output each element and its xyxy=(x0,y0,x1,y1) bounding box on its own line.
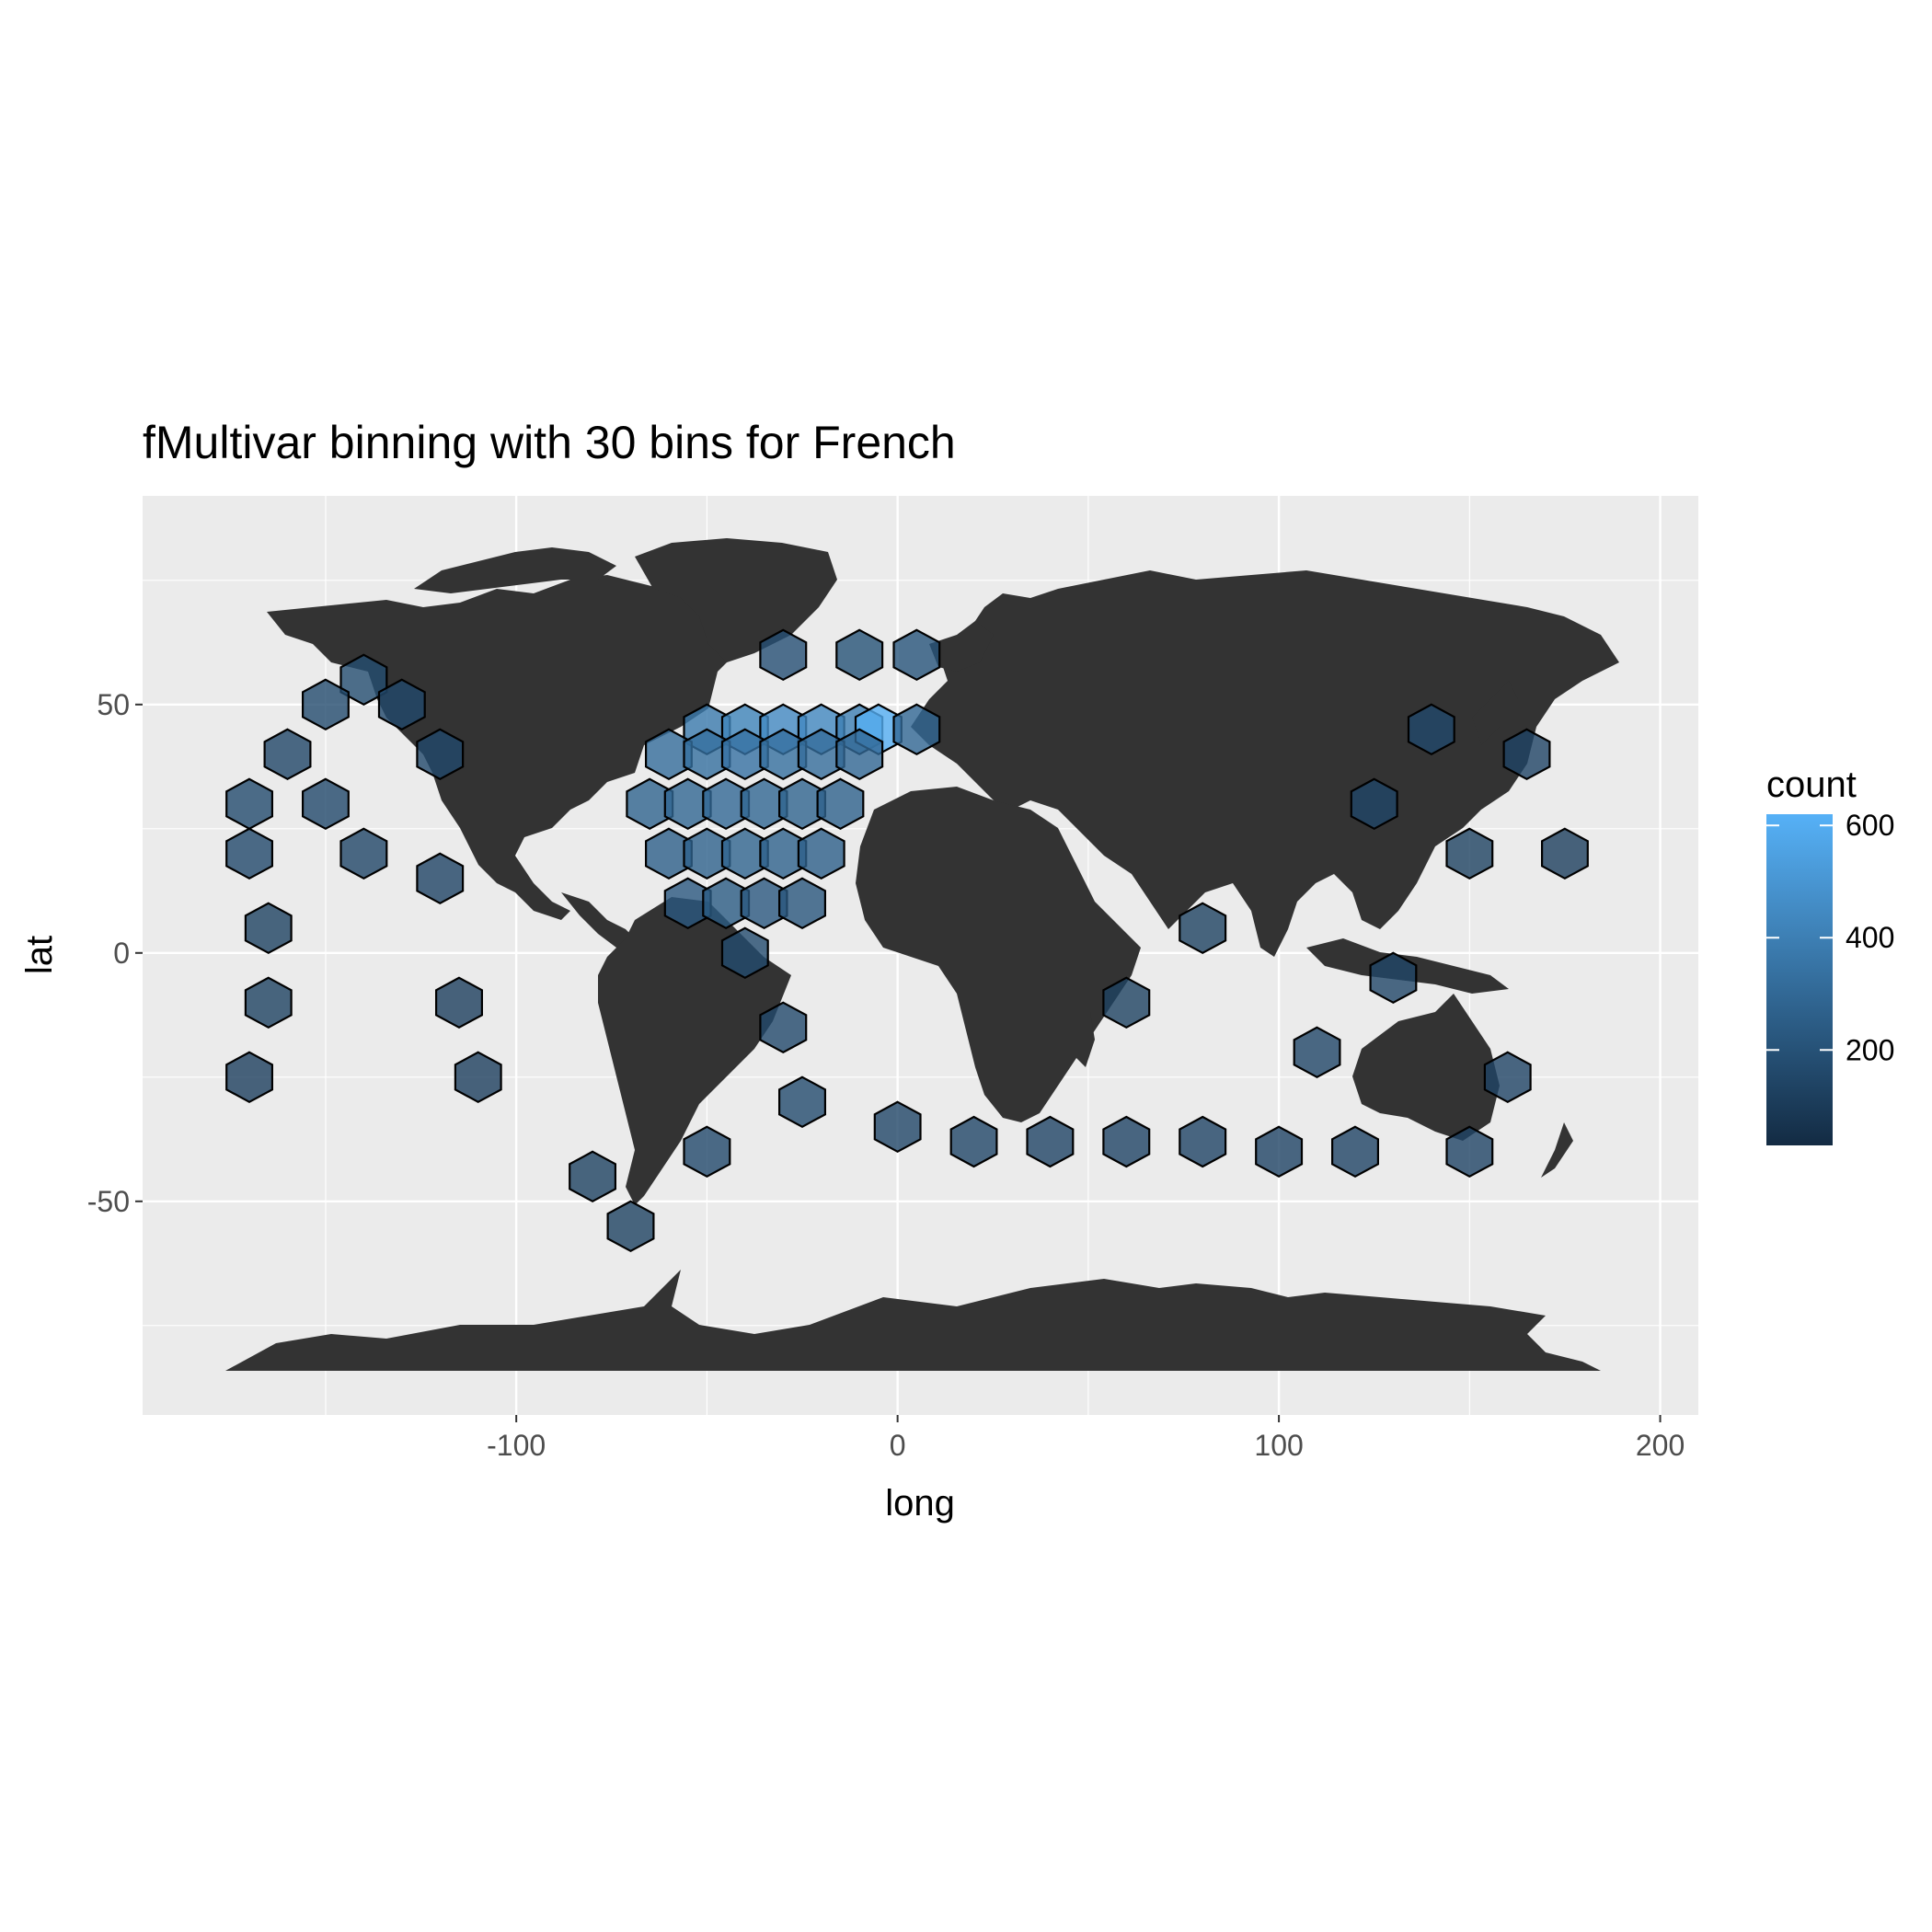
hexbin-cell xyxy=(1540,827,1589,880)
hexbin-cell xyxy=(377,678,426,731)
landmass-new-zealand xyxy=(1541,1122,1573,1178)
hexbin-cell xyxy=(1369,951,1418,1005)
hexbin-cell xyxy=(1255,1125,1304,1179)
hexbin-cell xyxy=(1102,1115,1151,1168)
legend-ticks: 200 400 600 xyxy=(1766,809,1894,1066)
landmass-eurasia xyxy=(911,570,1619,957)
hexbin-cell xyxy=(777,1075,827,1129)
hexbin-cell xyxy=(606,1200,655,1253)
hexbin-cell xyxy=(816,777,865,831)
hexbin-cell xyxy=(1179,1115,1227,1168)
x-tick-label: 200 xyxy=(1636,1429,1685,1462)
hexbin-cell xyxy=(835,728,884,781)
hexbin-cell xyxy=(302,777,350,831)
hexbin-cell xyxy=(1350,777,1398,831)
hexbin-cell xyxy=(1293,1026,1341,1079)
x-tick-label: 100 xyxy=(1254,1429,1303,1462)
hexbin-cell xyxy=(1407,703,1455,756)
hexbin-cell xyxy=(1483,1051,1532,1104)
hexbin-cell xyxy=(759,1001,808,1054)
legend-colorbar xyxy=(1766,814,1833,1145)
hexbin-cell xyxy=(720,926,769,980)
legend-title: count xyxy=(1766,765,1857,805)
hexbin-cell xyxy=(683,1125,731,1179)
landmass-scandinavia xyxy=(929,621,994,672)
landmass-antarctica xyxy=(225,1270,1601,1371)
hexbin-cell xyxy=(263,728,312,781)
hexbin-cell xyxy=(244,976,293,1029)
legend-tick-label: 400 xyxy=(1846,921,1894,954)
x-tick-label: -100 xyxy=(487,1429,546,1462)
x-axis-title: long xyxy=(885,1483,955,1524)
hexbin-cell xyxy=(569,1150,617,1203)
landmass-japan xyxy=(1472,681,1518,745)
x-axis-ticks: -100 0 100 200 xyxy=(487,1415,1685,1462)
hexbin-cell xyxy=(1502,728,1551,781)
hexbin-cell xyxy=(777,877,827,930)
legend-tick-label: 200 xyxy=(1846,1033,1894,1066)
hexbin-cell xyxy=(225,827,273,880)
landmass-arctic-islands xyxy=(414,547,616,593)
landmass-africa xyxy=(856,787,1141,1122)
y-tick-label: 50 xyxy=(97,688,130,721)
hexbin-cell xyxy=(244,902,293,955)
hexbin-cell xyxy=(1026,1115,1075,1168)
hexbin-cell xyxy=(1445,1125,1494,1179)
legend-tick-label: 600 xyxy=(1846,809,1894,842)
hexbin-cell xyxy=(892,628,941,682)
hexbin-cell xyxy=(892,703,941,756)
hexbin-cell xyxy=(835,628,884,682)
hexbin-cell xyxy=(1330,1125,1380,1179)
landmass-madagascar xyxy=(1076,1012,1095,1067)
color-legend: count 200 400 600 xyxy=(1766,765,1894,1145)
hexbin-cell xyxy=(1102,976,1151,1029)
hexbin-cell xyxy=(339,827,388,880)
hexbin-cell xyxy=(1445,827,1494,880)
hexbin-cell xyxy=(339,653,388,707)
hexbin-cell xyxy=(1179,902,1227,955)
hexbin-cell xyxy=(416,728,465,781)
y-tick-label: -50 xyxy=(87,1185,130,1218)
x-tick-label: 0 xyxy=(890,1429,906,1462)
hexbin-cell xyxy=(949,1115,998,1168)
hexbin-cell xyxy=(797,827,845,880)
y-tick-label: 0 xyxy=(113,937,130,970)
hexbin-layer xyxy=(225,628,1589,1253)
hexbin-cell xyxy=(454,1051,502,1104)
hexbin-cell xyxy=(302,678,350,731)
hexbin-cell xyxy=(759,628,808,682)
chart-title: fMultivar binning with 30 bins for Frenc… xyxy=(143,417,956,468)
hexbin-cell xyxy=(225,1051,273,1104)
hexbin-cell xyxy=(435,976,484,1029)
hexbin-cell xyxy=(416,852,465,905)
landmass-north-america xyxy=(267,575,745,920)
landmass-australia xyxy=(1352,994,1500,1141)
hexbin-cell xyxy=(873,1100,922,1154)
y-axis-title: lat xyxy=(19,936,60,974)
y-axis-ticks: -50 0 50 xyxy=(87,688,143,1218)
